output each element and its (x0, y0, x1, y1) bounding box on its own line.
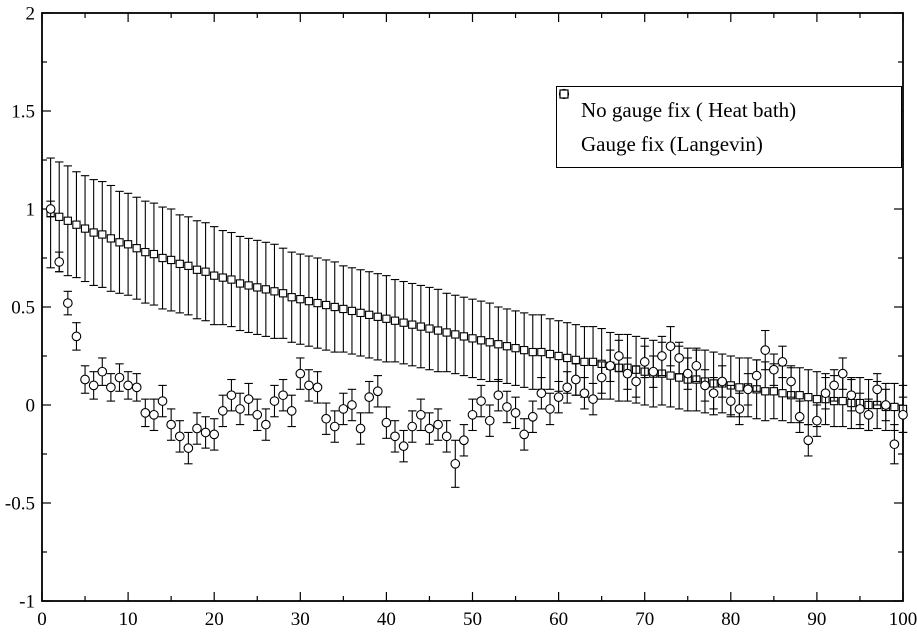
series-square (46, 208, 908, 414)
svg-text:80: 80 (721, 609, 740, 630)
legend-label-langevin: Gauge fix (Langevin) (581, 131, 763, 156)
svg-text:40: 40 (377, 609, 396, 630)
svg-text:1: 1 (26, 200, 36, 221)
svg-text:10: 10 (119, 609, 138, 630)
legend-item-langevin: Gauge fix (Langevin) (557, 89, 901, 159)
errorbars-circle (46, 200, 908, 488)
series-circle (45, 204, 908, 469)
svg-text:60: 60 (549, 609, 568, 630)
svg-text:90: 90 (807, 609, 826, 630)
svg-text:2: 2 (26, 4, 36, 25)
legend-label-heat-bath: No gauge fix ( Heat bath) (581, 97, 797, 122)
axis-ticks (41, 12, 904, 602)
svg-text:50: 50 (463, 609, 482, 630)
tick-labels: 0 10 20 30 40 50 60 70 80 90 100 -1 -0.5 0 0.5 1 1.5 2 (5, 4, 917, 631)
errorbars-square (46, 157, 908, 433)
svg-text:-0.5: -0.5 (5, 494, 35, 515)
svg-text:0: 0 (26, 396, 36, 417)
legend-item-heat-bath: No gauge fix ( Heat bath) (557, 88, 901, 125)
svg-text:100: 100 (889, 609, 917, 630)
square-symbol-icon (559, 89, 569, 99)
svg-text:0: 0 (37, 609, 47, 630)
svg-text:30: 30 (291, 609, 310, 630)
svg-text:0.5: 0.5 (11, 298, 35, 319)
svg-text:70: 70 (635, 609, 654, 630)
svg-text:-1: -1 (19, 592, 35, 613)
svg-text:20: 20 (205, 609, 224, 630)
legend: No gauge fix ( Heat bath) Gauge fix (Lan… (556, 86, 902, 168)
svg-text:1.5: 1.5 (11, 102, 35, 123)
